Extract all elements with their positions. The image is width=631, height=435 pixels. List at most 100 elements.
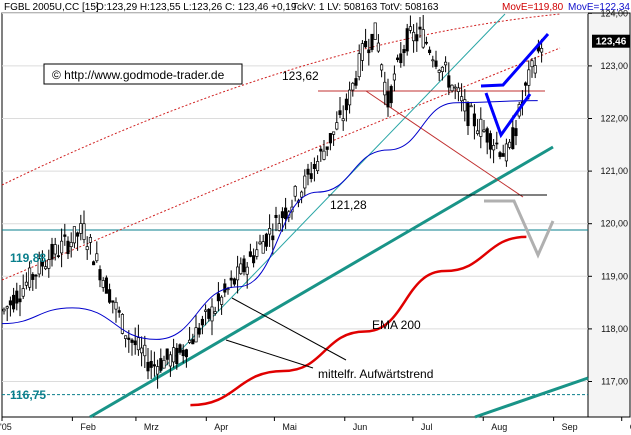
candle-body bbox=[485, 128, 489, 143]
candle-body bbox=[437, 69, 441, 73]
candle-body bbox=[258, 241, 262, 245]
candle-body bbox=[264, 233, 268, 247]
candle-body bbox=[338, 110, 342, 115]
x-tick-label: Aug bbox=[491, 422, 507, 432]
low-label: 121,28 bbox=[330, 198, 367, 212]
candle-body bbox=[328, 133, 332, 144]
candle-body bbox=[120, 314, 124, 334]
candle-body bbox=[418, 26, 422, 30]
candle-body bbox=[447, 75, 451, 88]
candle-body bbox=[277, 223, 281, 231]
candle-body bbox=[533, 65, 537, 74]
candle-body bbox=[31, 274, 35, 280]
candle-body bbox=[530, 60, 534, 68]
candle-body bbox=[159, 358, 163, 371]
candle-body bbox=[357, 53, 361, 78]
candle-body bbox=[66, 240, 70, 255]
candle-body bbox=[316, 161, 320, 172]
candle-body bbox=[98, 269, 102, 281]
current-price-box bbox=[592, 34, 630, 48]
candle-body bbox=[146, 361, 150, 372]
y-tick-label: 121,00 bbox=[600, 166, 628, 176]
candle-body bbox=[508, 141, 512, 148]
candle-body bbox=[293, 186, 297, 197]
candle-body bbox=[191, 339, 195, 345]
candle-body bbox=[210, 306, 214, 322]
candle-body bbox=[421, 29, 425, 48]
candle-body bbox=[360, 43, 364, 61]
candle-body bbox=[482, 129, 486, 132]
candle-body bbox=[130, 339, 134, 343]
candle-body bbox=[434, 60, 438, 67]
candle-body bbox=[440, 66, 444, 72]
candle-body bbox=[309, 173, 313, 179]
candle-body bbox=[127, 337, 131, 340]
candle-body bbox=[82, 223, 86, 240]
candle-body bbox=[104, 277, 108, 294]
candle-body bbox=[226, 288, 230, 291]
candle-body bbox=[322, 150, 326, 160]
candle-body bbox=[72, 226, 76, 244]
y-tick-group: 117,00 118,00 119,00 120,00 121,00 122,00 123,… bbox=[2, 8, 628, 387]
trend-channel-base bbox=[474, 376, 589, 419]
candle-body bbox=[380, 64, 384, 71]
candle-body bbox=[268, 228, 272, 235]
candle-body bbox=[5, 306, 9, 309]
candle-body bbox=[376, 42, 380, 52]
candle-body bbox=[229, 277, 233, 281]
candle-body bbox=[143, 344, 147, 357]
candle-body bbox=[476, 130, 480, 134]
candle-body bbox=[348, 89, 352, 106]
candle-body bbox=[24, 281, 28, 286]
candle-body bbox=[168, 354, 172, 367]
support-label-1: 119,88 bbox=[10, 251, 46, 265]
candle-body bbox=[444, 61, 448, 66]
candle-body bbox=[117, 310, 121, 313]
candle-body bbox=[472, 113, 476, 127]
candle-body bbox=[18, 298, 22, 303]
candle-body bbox=[47, 259, 51, 269]
forecast-up-path bbox=[480, 33, 550, 88]
x-tick-label: Sep bbox=[562, 422, 578, 432]
candle-body bbox=[152, 364, 156, 367]
candle-body bbox=[133, 340, 137, 346]
ema-200-line bbox=[190, 235, 527, 407]
candle-body bbox=[354, 78, 358, 86]
candle-body bbox=[28, 267, 32, 288]
candle-body bbox=[136, 337, 140, 351]
x-tick-label: Feb bbox=[80, 422, 96, 432]
ema-short-line bbox=[1, 100, 538, 340]
candle-body bbox=[325, 146, 329, 150]
candle-body bbox=[408, 26, 412, 31]
candle-body bbox=[184, 349, 188, 358]
candle-body bbox=[396, 57, 400, 61]
candle-body bbox=[312, 163, 316, 170]
y-tick-label: 119,00 bbox=[601, 271, 628, 281]
candle-body bbox=[415, 34, 419, 42]
candle-body bbox=[156, 366, 160, 375]
candle-body bbox=[341, 118, 345, 122]
header-move-e2: MovE=122,34 bbox=[568, 2, 630, 13]
candle-body bbox=[101, 280, 105, 288]
candle-body bbox=[450, 84, 454, 92]
candle-body bbox=[488, 133, 492, 150]
candle-body bbox=[40, 261, 44, 267]
candle-body bbox=[21, 288, 25, 297]
candle-body bbox=[495, 142, 499, 145]
candle-body bbox=[223, 283, 227, 293]
candle-body bbox=[8, 300, 12, 306]
candle-body bbox=[188, 339, 192, 343]
candle-body bbox=[274, 214, 278, 218]
candle-body bbox=[402, 49, 406, 54]
x-tick-label: Apr bbox=[214, 422, 228, 432]
candle-body bbox=[524, 82, 528, 86]
forecast-mid-path bbox=[484, 92, 532, 139]
candle-body bbox=[501, 153, 505, 157]
candle-body bbox=[85, 246, 89, 251]
candle-body bbox=[271, 235, 275, 241]
candle-body bbox=[466, 102, 470, 126]
candle-body bbox=[351, 82, 355, 91]
candle-body bbox=[239, 263, 243, 275]
y-tick-label: 124,00 bbox=[600, 8, 628, 18]
